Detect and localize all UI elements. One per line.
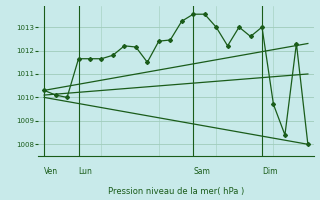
Text: Dim: Dim bbox=[262, 167, 277, 176]
Text: Sam: Sam bbox=[193, 167, 210, 176]
Text: Ven: Ven bbox=[44, 167, 58, 176]
Text: Pression niveau de la mer( hPa ): Pression niveau de la mer( hPa ) bbox=[108, 187, 244, 196]
Text: Lun: Lun bbox=[78, 167, 92, 176]
